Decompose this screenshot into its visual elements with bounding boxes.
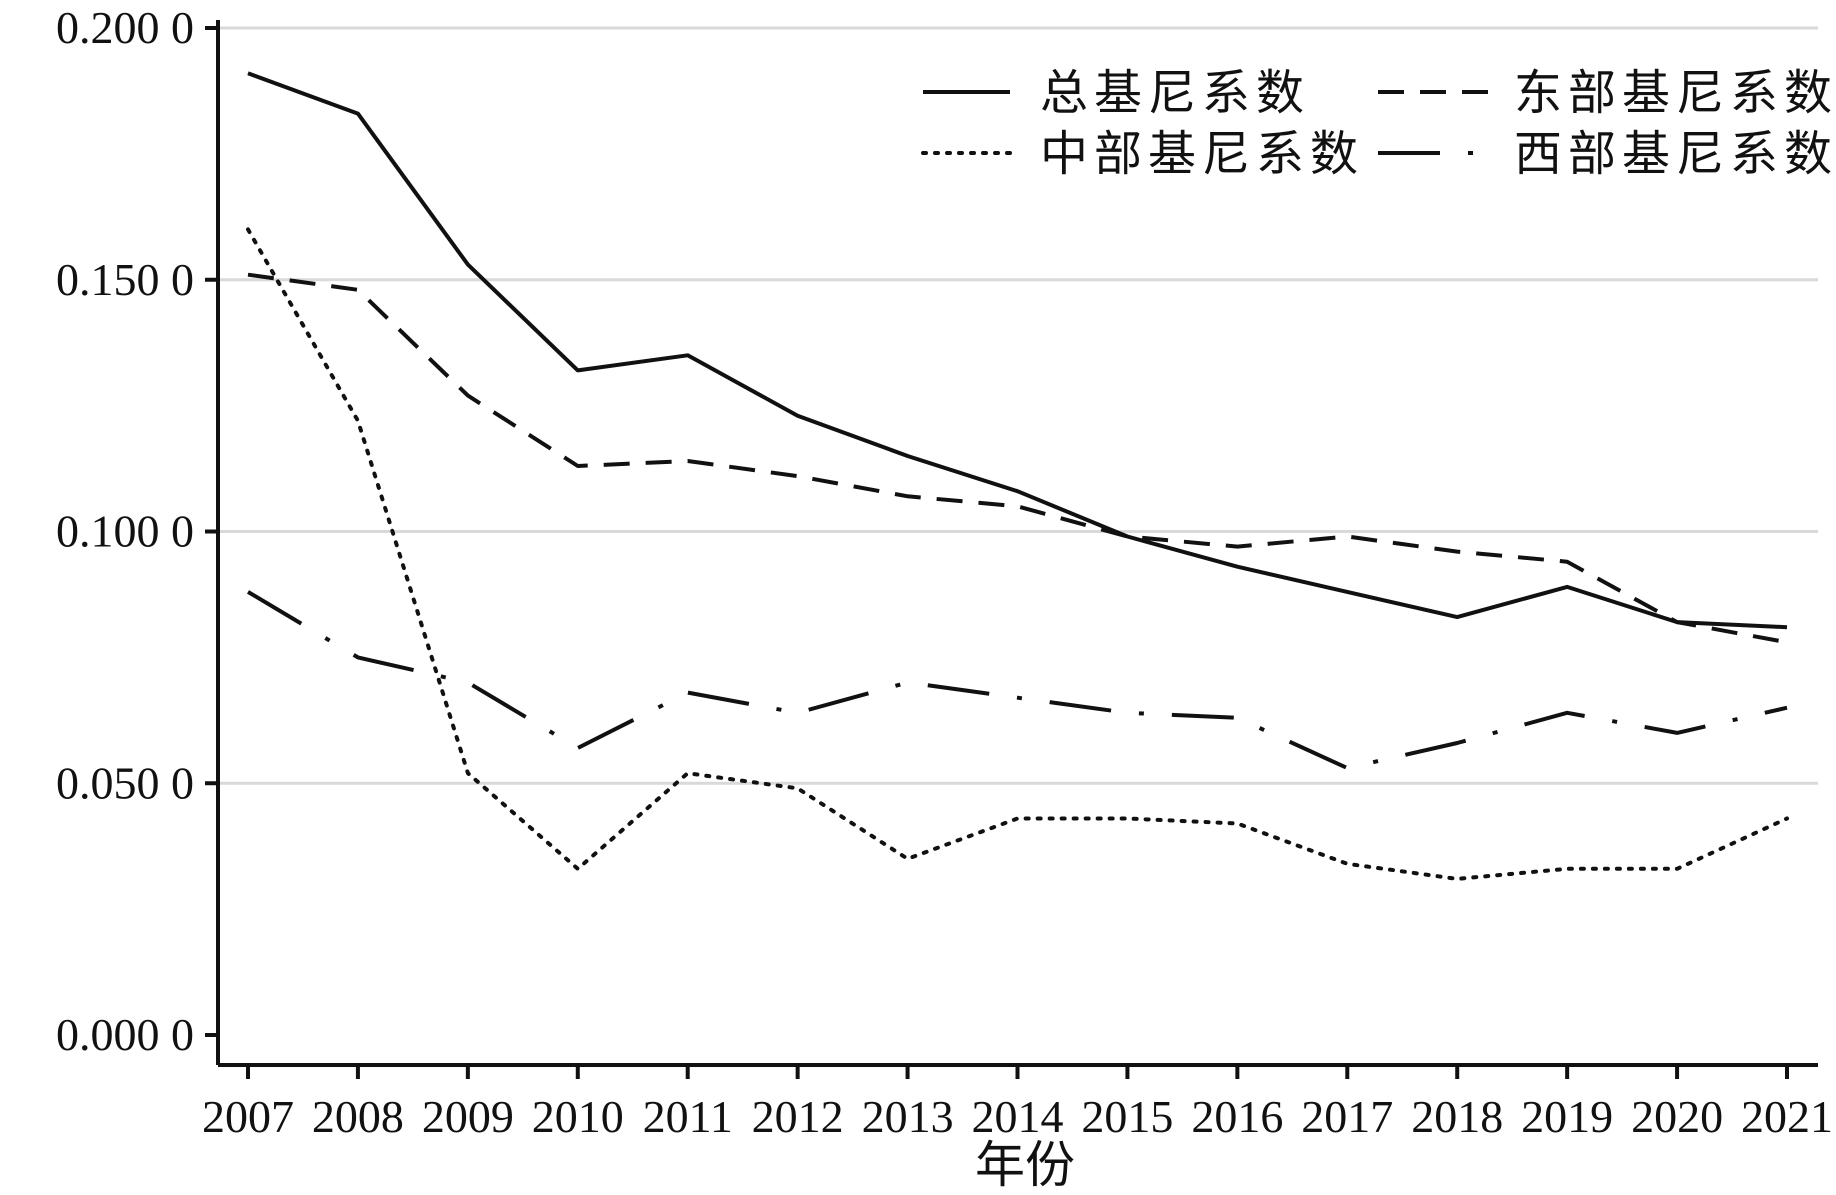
x-tick-label: 2008 (312, 1091, 404, 1142)
x-tick-label: 2011 (643, 1091, 733, 1142)
series-line-1 (247, 272, 1788, 645)
legend-label-0: 总基尼系数 (1040, 65, 1310, 121)
x-tick-label: 2019 (1521, 1091, 1613, 1142)
x-tick-label: 2016 (1191, 1091, 1283, 1142)
y-tick-label: 0.150 0 (56, 254, 194, 305)
x-tick-label: 2015 (1081, 1091, 1173, 1142)
x-tick-label: 2014 (972, 1091, 1064, 1142)
legend-label-1: 东部基尼系数 (1514, 65, 1836, 121)
x-axis-title: 年份 (975, 1136, 1075, 1194)
x-tick-label: 2021 (1741, 1091, 1833, 1142)
x-tick-label: 2007 (202, 1091, 294, 1142)
y-tick-label: 0.050 0 (56, 757, 194, 808)
y-axis-ticks: 0.000 0 0.050 0 0.100 0 0.150 0 0.200 0 (56, 2, 218, 1060)
x-axis-ticks: 2007 2008 2009 2010 2011 2012 2013 2014 2015 2016… (202, 1065, 1833, 1142)
x-tick-label: 2010 (532, 1091, 624, 1142)
x-tick-label: 2018 (1411, 1091, 1503, 1142)
y-tick-label: 0.200 0 (56, 2, 194, 53)
series-lines (246, 71, 1789, 881)
x-tick-label: 2020 (1631, 1091, 1723, 1142)
legend-label-2: 中部基尼系数 (1040, 126, 1364, 182)
legend-label-3: 西部基尼系数 (1514, 126, 1836, 182)
x-tick-label: 2012 (752, 1091, 844, 1142)
x-tick-label: 2013 (862, 1091, 954, 1142)
x-tick-label: 2017 (1301, 1091, 1393, 1142)
y-tick-label: 0.100 0 (56, 506, 194, 557)
series-line-0 (247, 71, 1788, 630)
series-line-2 (246, 227, 1789, 881)
series-line-3 (246, 590, 1788, 771)
y-tick-label: 0.000 0 (56, 1009, 194, 1060)
x-tick-label: 2009 (422, 1091, 514, 1142)
